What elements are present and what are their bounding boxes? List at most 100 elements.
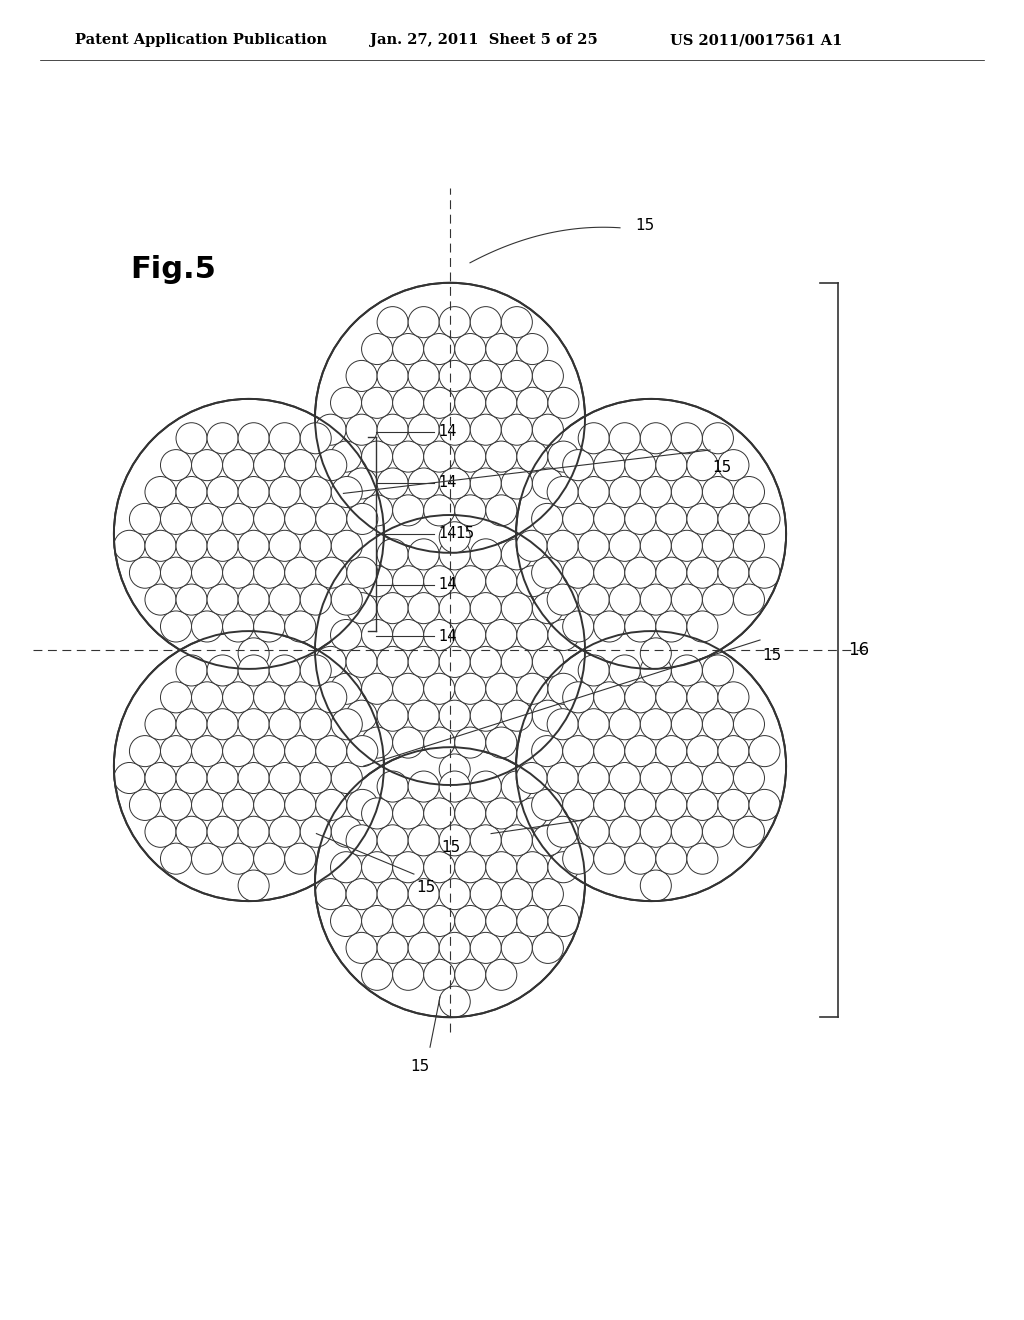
Circle shape [470, 825, 502, 855]
Circle shape [531, 503, 562, 535]
Circle shape [439, 360, 470, 392]
Text: US 2011/0017561 A1: US 2011/0017561 A1 [670, 33, 843, 48]
Circle shape [424, 619, 455, 651]
Circle shape [516, 763, 547, 793]
Circle shape [222, 843, 254, 874]
Circle shape [222, 789, 254, 821]
Circle shape [346, 700, 377, 731]
Circle shape [470, 539, 502, 570]
Text: Jan. 27, 2011  Sheet 5 of 25: Jan. 27, 2011 Sheet 5 of 25 [370, 33, 598, 48]
Circle shape [485, 334, 517, 364]
Circle shape [129, 789, 161, 821]
Circle shape [409, 469, 439, 499]
Circle shape [609, 422, 640, 454]
Circle shape [702, 583, 733, 615]
Circle shape [502, 360, 532, 392]
Circle shape [733, 531, 765, 561]
Circle shape [439, 539, 470, 570]
Circle shape [625, 735, 655, 767]
Circle shape [516, 531, 547, 561]
Circle shape [687, 557, 718, 589]
Circle shape [439, 700, 470, 731]
Circle shape [532, 414, 563, 445]
Circle shape [733, 583, 765, 615]
Circle shape [331, 387, 361, 418]
Circle shape [145, 531, 176, 561]
Circle shape [315, 647, 346, 677]
Circle shape [485, 673, 517, 705]
Circle shape [346, 879, 377, 909]
Circle shape [594, 557, 625, 589]
Circle shape [254, 682, 285, 713]
Circle shape [579, 422, 609, 454]
Circle shape [315, 515, 585, 785]
Circle shape [392, 441, 424, 473]
Circle shape [579, 583, 609, 615]
Circle shape [609, 477, 640, 508]
Circle shape [222, 503, 254, 535]
Circle shape [269, 531, 300, 561]
Circle shape [439, 825, 470, 855]
Text: 14: 14 [438, 577, 457, 593]
Circle shape [207, 531, 239, 561]
Circle shape [718, 682, 749, 713]
Circle shape [285, 682, 315, 713]
Circle shape [161, 557, 191, 589]
Circle shape [361, 960, 392, 990]
Circle shape [361, 387, 392, 418]
Circle shape [562, 843, 594, 874]
Circle shape [315, 282, 585, 553]
Circle shape [655, 682, 687, 713]
Circle shape [749, 503, 780, 535]
Circle shape [562, 611, 594, 642]
Circle shape [455, 495, 485, 525]
Circle shape [687, 682, 718, 713]
Circle shape [409, 593, 439, 623]
Circle shape [517, 851, 548, 883]
Circle shape [207, 422, 239, 454]
Circle shape [532, 700, 563, 731]
Circle shape [300, 709, 331, 739]
Circle shape [392, 960, 424, 990]
Circle shape [455, 334, 485, 364]
Circle shape [145, 709, 176, 739]
Circle shape [114, 399, 384, 669]
Text: Fig.5: Fig.5 [130, 256, 216, 285]
Circle shape [361, 619, 392, 651]
Circle shape [269, 816, 300, 847]
Circle shape [392, 495, 424, 525]
Circle shape [455, 727, 485, 758]
Circle shape [439, 521, 470, 553]
Circle shape [285, 450, 315, 480]
Circle shape [207, 477, 239, 508]
Circle shape [361, 495, 392, 525]
Circle shape [377, 414, 409, 445]
Circle shape [532, 469, 563, 499]
Circle shape [145, 763, 176, 793]
Circle shape [191, 503, 222, 535]
Circle shape [562, 789, 594, 821]
Circle shape [239, 709, 269, 739]
Circle shape [718, 503, 749, 535]
Circle shape [161, 843, 191, 874]
Circle shape [502, 879, 532, 909]
Circle shape [718, 735, 749, 767]
Circle shape [114, 631, 384, 902]
Circle shape [424, 851, 455, 883]
Circle shape [594, 450, 625, 480]
Circle shape [331, 441, 361, 473]
Circle shape [300, 477, 331, 508]
Circle shape [361, 566, 392, 597]
Circle shape [424, 727, 455, 758]
Circle shape [176, 816, 207, 847]
Circle shape [672, 531, 702, 561]
Circle shape [455, 619, 485, 651]
Circle shape [424, 906, 455, 936]
Circle shape [346, 825, 377, 855]
Circle shape [439, 469, 470, 499]
Circle shape [285, 611, 315, 642]
Circle shape [191, 557, 222, 589]
Circle shape [315, 747, 585, 1018]
Circle shape [485, 619, 517, 651]
Circle shape [640, 709, 672, 739]
